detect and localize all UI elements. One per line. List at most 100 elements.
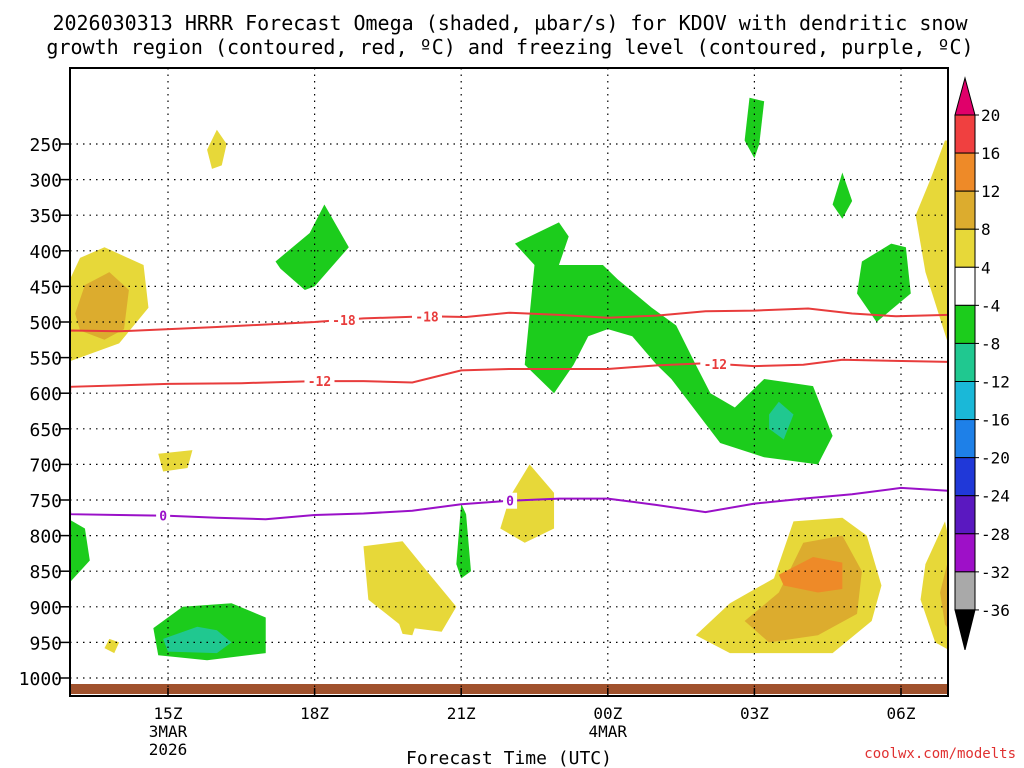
- ytick-label-850: 850: [29, 562, 62, 583]
- omega-region-8: [275, 204, 349, 290]
- ytick-label-350: 350: [29, 206, 62, 227]
- omega-region-9: [363, 541, 457, 632]
- colorbar-label-12: -32: [981, 563, 1010, 582]
- colorbar: 20 16 12 8 4 -4 -8 -12 -16 -20 -24 -28 -32 -36: [954, 76, 1010, 651]
- colorbar-label-10: -24: [981, 487, 1010, 506]
- colorbar-swatch-3: [954, 190, 976, 230]
- colorbar-swatch-12: [954, 533, 976, 573]
- omega-region-24: [915, 140, 948, 344]
- omega-region-22: [940, 560, 948, 629]
- chart-title-line1: 2026030313 HRRR Forecast Omega (shaded, …: [52, 11, 968, 35]
- omega-region-5: [104, 638, 120, 654]
- xtick-sub1-00Z: 4MAR: [589, 722, 628, 741]
- xtick-label-03Z: 03Z: [740, 704, 769, 723]
- ytick-label-550: 550: [29, 349, 62, 370]
- freezing-level-label-1: 0: [506, 495, 514, 510]
- colorbar-label-1: 16: [981, 144, 1000, 163]
- omega-region-13: [514, 222, 833, 465]
- colorbar-swatch-5: [954, 266, 976, 306]
- dgz-minus12-label-0: -12: [308, 375, 331, 390]
- ytick-label-800: 800: [29, 527, 62, 548]
- pressure-grid-lines: [70, 68, 948, 696]
- colorbar-bottom-arrow: [954, 609, 976, 651]
- omega-region-21: [920, 521, 948, 650]
- dgz-minus12-label-bg-0: [304, 373, 335, 390]
- xtick-sub2-15Z: 2026: [149, 740, 188, 759]
- colorbar-swatch-2: [954, 152, 976, 192]
- ytick-label-300: 300: [29, 171, 62, 192]
- xtick-label-18Z: 18Z: [300, 704, 329, 723]
- ytick-label-950: 950: [29, 633, 62, 654]
- colorbar-swatch-1: [954, 114, 976, 154]
- freezing-level-line: [69, 486, 949, 521]
- colorbar-swatch-4: [954, 228, 976, 268]
- ytick-label-600: 600: [29, 384, 62, 405]
- credit-text[interactable]: coolwx.com/modelts: [864, 746, 1016, 762]
- colorbar-label-2: 12: [981, 182, 1000, 201]
- y-axis-ticks: 250 300 350 400 450 500 550 600 650 700 750 800 850 9…: [19, 135, 70, 690]
- omega-region-14: [769, 401, 794, 440]
- dgz-minus12-line: [69, 358, 949, 394]
- ytick-label-250: 250: [29, 135, 62, 156]
- xtick-label-21Z: 21Z: [447, 704, 476, 723]
- ytick-label-1000: 1000: [19, 669, 62, 690]
- omega-region-11: [456, 503, 471, 579]
- ytick-label-400: 400: [29, 242, 62, 263]
- dgz-minus18-label-bg-1: [328, 311, 359, 328]
- xtick-label-15Z: 15Z: [154, 704, 183, 723]
- colorbar-swatch-13: [954, 571, 976, 611]
- colorbar-label-7: -12: [981, 373, 1010, 392]
- ground-surface-band: [70, 684, 948, 694]
- xtick-label-06Z: 06Z: [887, 704, 916, 723]
- colorbar-label-4: 4: [981, 258, 991, 277]
- dgz-minus18-line: [69, 307, 949, 340]
- contour-lines-layer: -18 -18 -12 -12 0 0: [69, 307, 949, 525]
- omega-region-10: [397, 619, 418, 636]
- plot-frame: [69, 67, 949, 697]
- omega-region-2: [207, 129, 227, 169]
- colorbar-swatch-11: [954, 495, 976, 535]
- dgz-minus18-label-bg-0: [411, 308, 442, 325]
- omega-region-12: [500, 464, 555, 543]
- xtick-sub1-15Z: 3MAR: [149, 722, 188, 741]
- dgz-minus18-label-0: -18: [415, 310, 439, 325]
- omega-region-20: [778, 556, 843, 593]
- omega-region-7: [163, 626, 232, 654]
- omega-shading-layer: [70, 97, 948, 661]
- ytick-label-650: 650: [29, 420, 62, 441]
- ytick-label-750: 750: [29, 491, 62, 512]
- colorbar-swatch-9: [954, 419, 976, 459]
- omega-region-3: [158, 450, 193, 472]
- colorbar-label-8: -16: [981, 411, 1010, 430]
- colorbar-label-11: -28: [981, 525, 1010, 544]
- freezing-level-label-bg-1: [503, 492, 518, 509]
- colorbar-label-3: 8: [981, 220, 991, 239]
- x-axis-label: Forecast Time (UTC): [406, 748, 612, 768]
- chart-title-line2: growth region (contoured, red, ºC) and f…: [46, 35, 973, 59]
- colorbar-top-arrow: [954, 76, 976, 116]
- dgz-minus12-label-1: -12: [704, 358, 727, 373]
- colorbar-label-5: -4: [981, 296, 1000, 315]
- colorbar-label-6: -8: [981, 334, 1000, 353]
- freezing-level-label-bg-0: [156, 507, 171, 524]
- ytick-label-450: 450: [29, 277, 62, 298]
- freezing-level-label-0: 0: [159, 510, 167, 525]
- omega-region-1: [75, 272, 129, 340]
- ytick-label-700: 700: [29, 455, 62, 476]
- omega-region-17: [857, 243, 911, 322]
- xtick-label-00Z: 00Z: [593, 704, 622, 723]
- omega-region-16: [832, 172, 853, 219]
- colorbar-swatch-10: [954, 457, 976, 497]
- colorbar-label-0: 20: [981, 106, 1000, 125]
- colorbar-swatch-7: [954, 342, 976, 382]
- colorbar-label-9: -20: [981, 449, 1010, 468]
- omega-region-4: [70, 519, 90, 582]
- dgz-minus18-label-1: -18: [332, 314, 356, 329]
- ytick-label-900: 900: [29, 598, 62, 619]
- colorbar-label-13: -36: [981, 601, 1010, 620]
- dgz-minus12-label-bg-1: [700, 355, 731, 372]
- colorbar-swatch-6: [954, 304, 976, 344]
- ytick-label-500: 500: [29, 313, 62, 334]
